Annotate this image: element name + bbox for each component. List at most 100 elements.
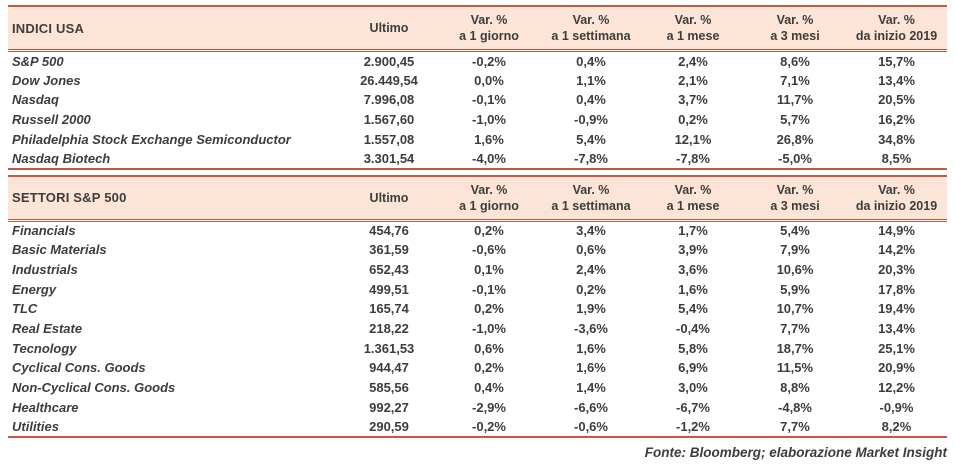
row-var: -0,2% xyxy=(472,53,506,69)
row-ultimo: 218,22 xyxy=(369,320,409,336)
row-var: -6,7% xyxy=(676,399,710,415)
col-var-3-mesi: Var. % a 3 mesi xyxy=(744,174,846,222)
row-var: 8,8% xyxy=(780,379,810,395)
col-var-line1: Var. % xyxy=(674,182,712,197)
row-var: 0,4% xyxy=(576,92,606,108)
row-var: 11,7% xyxy=(776,92,814,108)
row-label: Tecnology xyxy=(12,340,77,356)
col-ultimo: Ultimo xyxy=(340,174,438,222)
col-var-line1: Var. % xyxy=(776,13,814,27)
row-var: 6,9% xyxy=(678,360,708,376)
table-row: Tecnology 1.361,53 0,6% 1,6% 5,8% 18,7% … xyxy=(8,338,947,358)
header-row: INDICI USA Ultimo Var. % a 1 giorno Var.… xyxy=(8,5,947,52)
row-var: 14,2% xyxy=(878,242,915,258)
row-var: 7,7% xyxy=(744,417,846,438)
col-var-line1: Var. % xyxy=(878,182,915,197)
row-var: 2,4% xyxy=(576,261,606,277)
row-var: -6,6% xyxy=(574,399,608,415)
row-var: 3,0% xyxy=(678,379,708,395)
row-var: 8,6% xyxy=(780,53,810,69)
row-var: 0,4% xyxy=(474,379,504,395)
settori-sp500-rows: Financials 454,76 0,2% 3,4% 1,7% 5,4% 14… xyxy=(8,220,947,438)
row-label: Financials xyxy=(12,223,76,239)
col-var-1-giorno: Var. % a 1 giorno xyxy=(438,174,540,222)
row-var: 0,6% xyxy=(576,242,606,258)
col-var-inizio-2019: Var. % da inizio 2019 xyxy=(846,174,947,222)
row-var: 0,6% xyxy=(474,340,504,356)
col-var-inizio-2019: Var. % da inizio 2019 xyxy=(846,5,947,52)
row-label: Utilities xyxy=(8,417,340,438)
table-row: Energy 499,51 -0,1% 0,2% 1,6% 5,9% 17,8% xyxy=(8,279,947,299)
row-var: -4,0% xyxy=(438,148,540,170)
row-var: 26,8% xyxy=(776,131,814,147)
col-var-line2: a 1 mese xyxy=(666,198,720,213)
row-ultimo: 454,76 xyxy=(369,223,409,239)
table-row: S&P 500 2.900,45 -0,2% 0,4% 2,4% 8,6% 15… xyxy=(8,51,947,71)
table-row: Real Estate 218,22 -1,0% -3,6% -0,4% 7,7… xyxy=(8,319,947,339)
row-var: -0,1% xyxy=(472,281,506,297)
row-ultimo: 165,74 xyxy=(369,301,409,317)
row-label: Dow Jones xyxy=(12,72,81,88)
row-label: Russell 2000 xyxy=(12,111,91,127)
row-var: 2,1% xyxy=(678,72,708,88)
row-var: 20,5% xyxy=(878,92,915,108)
row-label: Healthcare xyxy=(12,399,79,415)
row-var: 16,2% xyxy=(878,111,915,127)
row-label: Basic Materials xyxy=(12,242,107,258)
row-var: 7,7% xyxy=(780,320,810,336)
table-row: Healthcare 992,27 -2,9% -6,6% -6,7% -4,8… xyxy=(8,397,947,417)
row-var: 5,7% xyxy=(780,111,810,127)
row-var: 12,1% xyxy=(674,131,712,147)
row-var: 1,1% xyxy=(576,72,606,88)
row-var: -4,8% xyxy=(778,399,812,415)
table-row: Nasdaq Biotech 3.301,54 -4,0% -7,8% -7,8… xyxy=(8,148,947,170)
col-var-line1: Var. % xyxy=(470,182,508,197)
row-var: 0,2% xyxy=(474,360,504,376)
row-label: Real Estate xyxy=(12,320,83,336)
section-title-indici-usa: INDICI USA xyxy=(8,5,340,52)
row-var: 5,4% xyxy=(576,131,606,147)
row-var: -1,0% xyxy=(472,111,506,127)
indici-usa-rows: S&P 500 2.900,45 -0,2% 0,4% 2,4% 8,6% 15… xyxy=(8,51,947,170)
col-ultimo: Ultimo xyxy=(340,5,438,52)
row-var: 5,9% xyxy=(780,281,810,297)
col-var-line1: Var. % xyxy=(674,13,712,27)
row-var: 0,2% xyxy=(474,223,504,239)
row-var: 0,2% xyxy=(678,111,708,127)
table-row: Non-Cyclical Cons. Goods 585,56 0,4% 1,4… xyxy=(8,378,947,398)
row-var: 25,1% xyxy=(878,340,915,356)
row-var: 12,2% xyxy=(878,379,915,395)
row-ultimo: 1.361,53 xyxy=(363,340,415,356)
row-var: 3,6% xyxy=(678,261,708,277)
col-var-line1: Var. % xyxy=(572,13,610,27)
row-var: 5,4% xyxy=(678,301,708,317)
row-var: 3,9% xyxy=(678,242,708,258)
col-var-1-settimana: Var. % a 1 settimana xyxy=(540,174,642,222)
row-var: 15,7% xyxy=(878,53,915,69)
row-label: Non-Cyclical Cons. Goods xyxy=(12,379,176,395)
row-var: 1,6% xyxy=(474,131,504,147)
table-row: Utilities 290,59 -0,2% -0,6% -1,2% 7,7% … xyxy=(8,417,947,438)
row-var: 19,4% xyxy=(878,301,915,317)
row-label: S&P 500 xyxy=(12,53,64,69)
row-var: -0,6% xyxy=(472,242,506,258)
col-var-line2: a 3 mesi xyxy=(770,29,820,43)
row-ultimo: 585,56 xyxy=(369,379,409,395)
row-var: -0,4% xyxy=(676,320,710,336)
col-var-line2: a 3 mesi xyxy=(770,198,820,213)
row-var: 1,6% xyxy=(678,281,708,297)
header-row: SETTORI S&P 500 Ultimo Var. % a 1 giorno… xyxy=(8,174,947,222)
row-var: 3,7% xyxy=(678,92,708,108)
col-var-line1: Var. % xyxy=(470,13,508,27)
row-var: 7,9% xyxy=(780,242,810,258)
col-var-line2: a 1 mese xyxy=(666,29,720,43)
row-var: -7,8% xyxy=(642,148,744,170)
row-var: -1,2% xyxy=(642,417,744,438)
row-var: 1,9% xyxy=(576,301,606,317)
row-label: Cyclical Cons. Goods xyxy=(12,360,146,376)
settori-sp500-table: SETTORI S&P 500 Ultimo Var. % a 1 giorno… xyxy=(8,174,947,438)
row-var: 1,7% xyxy=(678,223,708,239)
row-var: 11,5% xyxy=(776,360,814,376)
table-row: Nasdaq 7.996,08 -0,1% 0,4% 3,7% 11,7% 20… xyxy=(8,90,947,110)
row-ultimo: 1.557,08 xyxy=(363,131,415,147)
